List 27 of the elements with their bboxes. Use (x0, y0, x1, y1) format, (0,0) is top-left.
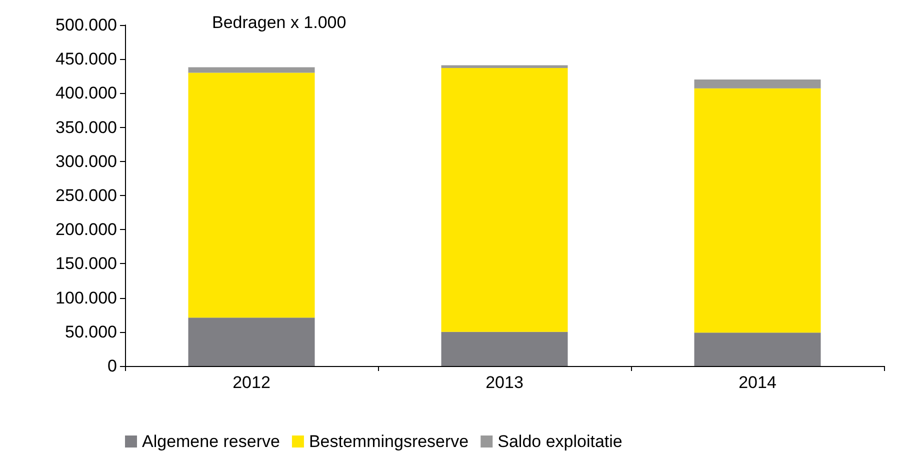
bar (441, 65, 568, 68)
bar (188, 318, 315, 366)
legend-label: Algemene reserve (142, 432, 280, 451)
y-tick-label: 400.000 (56, 84, 117, 103)
y-tick-label: 250.000 (56, 186, 117, 205)
legend-label: Saldo exploitatie (498, 432, 622, 451)
bar (441, 68, 568, 332)
y-tick-label: 200.000 (56, 220, 117, 240)
y-tick-label: 0 (108, 356, 117, 376)
annotation: Bedragen x 1.000 (212, 13, 346, 32)
x-tick-label: 2012 (232, 373, 270, 392)
x-tick-label: 2013 (486, 373, 524, 392)
y-tick-label: 450.000 (56, 50, 117, 69)
y-tick-label: 50.000 (65, 322, 117, 342)
bar (694, 80, 821, 88)
y-tick-label: 350.000 (56, 118, 117, 137)
y-tick-label: 150.000 (56, 254, 117, 274)
bar (694, 332, 821, 366)
bar (441, 332, 568, 366)
x-tick-label: 2014 (738, 373, 776, 392)
bar (188, 67, 315, 73)
y-tick-label: 500.000 (56, 16, 117, 34)
bar (694, 88, 821, 333)
y-tick-label: 300.000 (56, 152, 117, 171)
y-tick-label: 100.000 (56, 288, 117, 308)
legend-label: Bestemmingsreserve (308, 432, 469, 451)
bar (188, 72, 315, 318)
